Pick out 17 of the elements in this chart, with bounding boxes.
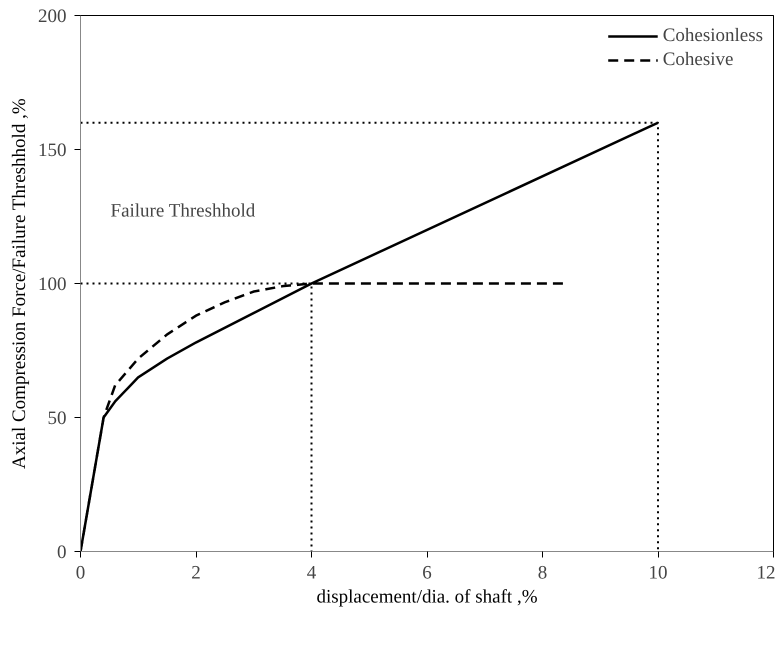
y-axis-title: Axial Compression Force/Failure Threshhold ,% — [9, 98, 30, 469]
x-tick-label: 4 — [306, 562, 317, 584]
x-tick-label: 2 — [191, 562, 201, 584]
y-tick-label: 200 — [38, 6, 66, 27]
x-tick-label: 6 — [422, 562, 432, 584]
y-tick-label: 150 — [38, 140, 66, 161]
x-tick-label: 0 — [76, 562, 86, 584]
legend-label: Cohesionless — [662, 25, 763, 47]
x-axis-title: displacement/dia. of shaft ,% — [316, 586, 538, 608]
y-tick-label: 100 — [38, 274, 66, 295]
annotation: Failure Threshhold — [110, 200, 256, 222]
x-tick-label: 12 — [756, 562, 775, 584]
legend-label: Cohesive — [662, 49, 734, 71]
y-tick-label: 0 — [57, 542, 66, 563]
x-tick-label: 10 — [648, 562, 668, 584]
x-tick-label: 8 — [538, 562, 548, 584]
y-tick-label: 50 — [48, 408, 66, 429]
